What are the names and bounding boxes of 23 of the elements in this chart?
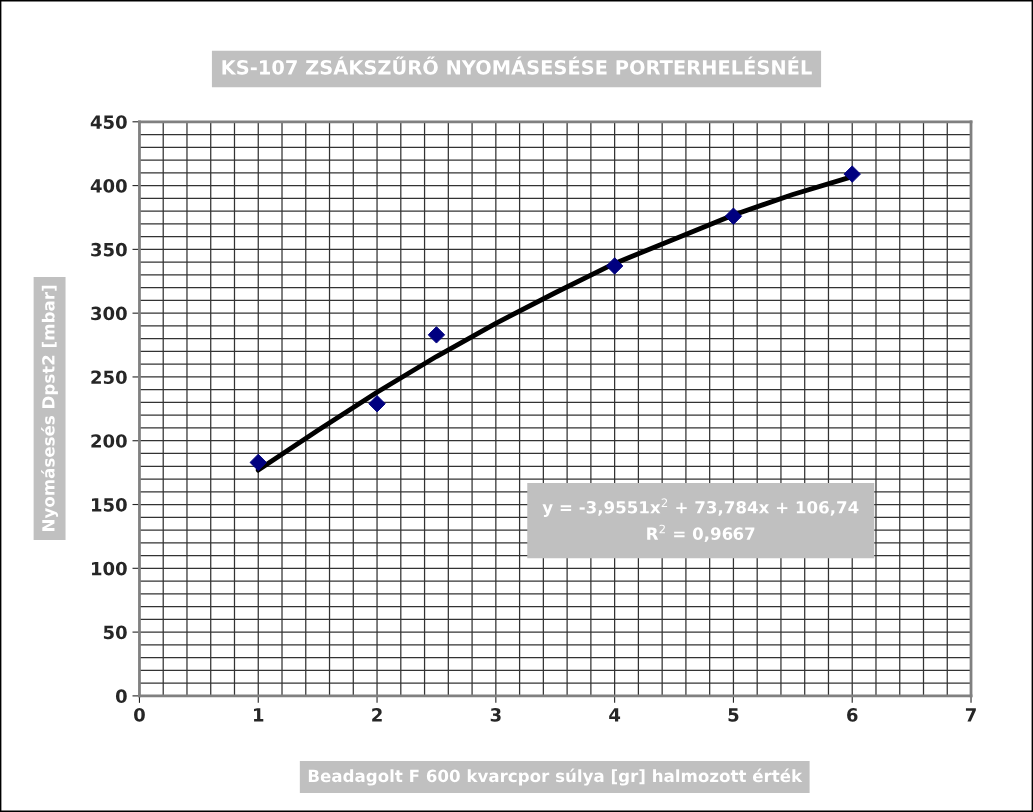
annotation: R$^{2}$ = 0,9667 bbox=[647, 524, 755, 543]
x-tick-label: 6 bbox=[847, 708, 858, 722]
annotation: y = -3,9551x$^{2}$ + 73,784x + 106,74 bbox=[542, 498, 859, 517]
y-tick-label: 100 bbox=[92, 561, 127, 576]
y-axis-title: Nyomásesés Dpst2 [mbar] bbox=[41, 285, 59, 531]
y-tick-label: 250 bbox=[91, 370, 127, 385]
y-tick-label: 300 bbox=[91, 306, 127, 321]
chart-title: KS-107 ZSÁKSZŰRŐ NYOMÁSESÉSE PORTERHELÉSNÉL bbox=[222, 56, 812, 75]
y-tick-label: 150 bbox=[92, 497, 127, 512]
x-tick-label: 1 bbox=[254, 708, 264, 722]
x-tick-label: 0 bbox=[134, 708, 145, 722]
y-tick-label: 350 bbox=[91, 242, 127, 257]
y-tick-label: 50 bbox=[103, 625, 127, 640]
x-tick-label: 2 bbox=[372, 708, 382, 722]
y-tick-label: 200 bbox=[91, 434, 127, 448]
x-tick-label: 7 bbox=[965, 708, 976, 722]
y-tick-label: 400 bbox=[90, 179, 127, 193]
x-tick-label: 4 bbox=[609, 708, 621, 722]
y-tick-label: 450 bbox=[90, 115, 127, 129]
x-axis-title: Beadagolt F 600 kvarcpor súlya [gr] halmozott érték bbox=[308, 768, 803, 786]
x-tick-label: 5 bbox=[728, 708, 739, 722]
y-tick-label: 0 bbox=[115, 689, 127, 703]
x-tick-label: 3 bbox=[490, 708, 501, 722]
